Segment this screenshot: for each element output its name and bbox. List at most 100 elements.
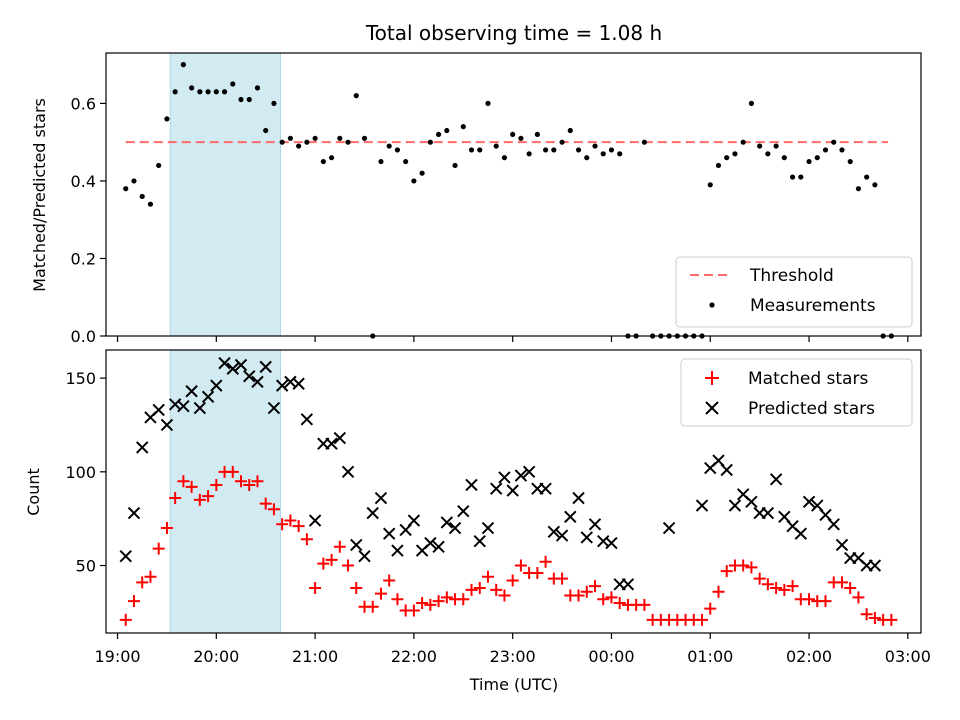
matched-star-point (267, 503, 280, 516)
matched-star-point (819, 595, 832, 608)
legend-bottom: Matched stars Predicted stars (680, 358, 913, 427)
predicted-star-point (473, 534, 486, 548)
matched-star-point (300, 533, 313, 546)
measurement-point (822, 147, 829, 153)
matched-star-point (177, 475, 190, 488)
matched-star-point (243, 478, 256, 491)
matched-star-point (374, 587, 387, 600)
measurement-point (139, 193, 145, 200)
measurement-point (353, 93, 359, 99)
shaded-span-bottom (169, 349, 282, 634)
predicted-star-point (794, 527, 808, 540)
measurement-point (419, 170, 425, 176)
matched-star-point (498, 589, 511, 602)
predicted-star-point (407, 514, 421, 527)
matched-star-point (745, 561, 758, 574)
measurement-point (773, 143, 779, 149)
predicted-star-point (514, 469, 528, 482)
y-axis-label-bottom: Count (24, 468, 43, 516)
legend-matched-swatch (705, 371, 719, 385)
matched-star-point (185, 480, 198, 493)
measurement-point (263, 127, 269, 134)
predicted-star-point (490, 482, 503, 495)
predicted-star-point (621, 578, 635, 591)
matched-star-point (317, 557, 330, 570)
measurement-point (238, 96, 244, 103)
measurement-point (230, 81, 236, 87)
measurement-point (164, 116, 170, 122)
predicted-star-point (127, 506, 141, 520)
measurement-point (205, 89, 211, 95)
matched-star-point (309, 582, 322, 595)
measurement-point (131, 178, 137, 184)
measurement-point (213, 89, 219, 95)
matched-star-point (259, 497, 272, 510)
measurement-point (518, 135, 524, 141)
x-tick-label: 02:00 (786, 647, 832, 666)
measurement-point (715, 162, 722, 169)
predicted-star-point (465, 478, 478, 492)
matched-star-point (127, 595, 140, 608)
predicted-star-point (251, 375, 264, 389)
predicted-star-point (506, 484, 519, 497)
measurement-point (254, 85, 261, 91)
predicted-star-point (193, 401, 207, 415)
matched-star-point (481, 570, 494, 583)
matched-star-point (572, 589, 585, 602)
measurement-point (559, 139, 565, 145)
predicted-star-point (160, 418, 174, 432)
matched-star-point (251, 475, 264, 488)
matched-star-point (868, 612, 881, 625)
measurement-point (526, 151, 532, 157)
measurement-point (320, 158, 326, 165)
matched-star-point (457, 593, 470, 606)
predicted-star-point (605, 536, 618, 550)
predicted-star-point (745, 495, 758, 509)
matched-star-point (605, 591, 618, 604)
measurement-point (123, 186, 129, 192)
measurement-point (386, 143, 392, 149)
matched-star-point (350, 582, 363, 595)
measurement-point (246, 96, 252, 103)
y-tick-label: 100 (65, 463, 96, 482)
predicted-star-point (720, 463, 733, 477)
measurement-point (543, 147, 549, 153)
y-axis-label-top: Matched/Predicted stars (30, 98, 49, 292)
predicted-star-point (210, 379, 223, 392)
measurement-point (444, 127, 450, 134)
measurement-point (789, 174, 796, 180)
count-points (119, 356, 898, 626)
predicted-star-point (498, 471, 511, 484)
matched-star-point (860, 608, 873, 621)
predicted-star-point (308, 514, 322, 527)
matched-star-point (432, 595, 445, 608)
plot-frame-top (105, 52, 922, 337)
predicted-star-point (448, 521, 462, 535)
measurement-point (864, 174, 870, 180)
predicted-star-point (564, 510, 577, 524)
matched-star-point (160, 522, 173, 535)
matched-star-point (473, 582, 486, 595)
matched-star-point (325, 553, 338, 566)
matched-star-point (383, 574, 396, 587)
predicted-star-point (769, 473, 783, 486)
matched-star-point (416, 597, 429, 610)
matched-star-point (844, 582, 857, 595)
measurement-point (781, 155, 787, 161)
predicted-star-point (226, 362, 239, 375)
matched-star-point (235, 475, 248, 488)
legend-matched-label: Matched stars (748, 369, 868, 389)
matched-star-point (465, 583, 478, 596)
predicted-star-point (835, 538, 849, 552)
measurement-point (221, 89, 228, 95)
measurement-point (584, 155, 590, 161)
predicted-star-point (234, 358, 248, 372)
measurement-point (551, 147, 557, 153)
predicted-star-point (185, 385, 198, 398)
measurement-point (287, 135, 294, 141)
matched-star-point (514, 559, 527, 572)
matched-star-point (440, 591, 453, 604)
matched-star-point (407, 604, 420, 617)
measurement-point (617, 151, 623, 157)
measurement-point (732, 151, 738, 157)
